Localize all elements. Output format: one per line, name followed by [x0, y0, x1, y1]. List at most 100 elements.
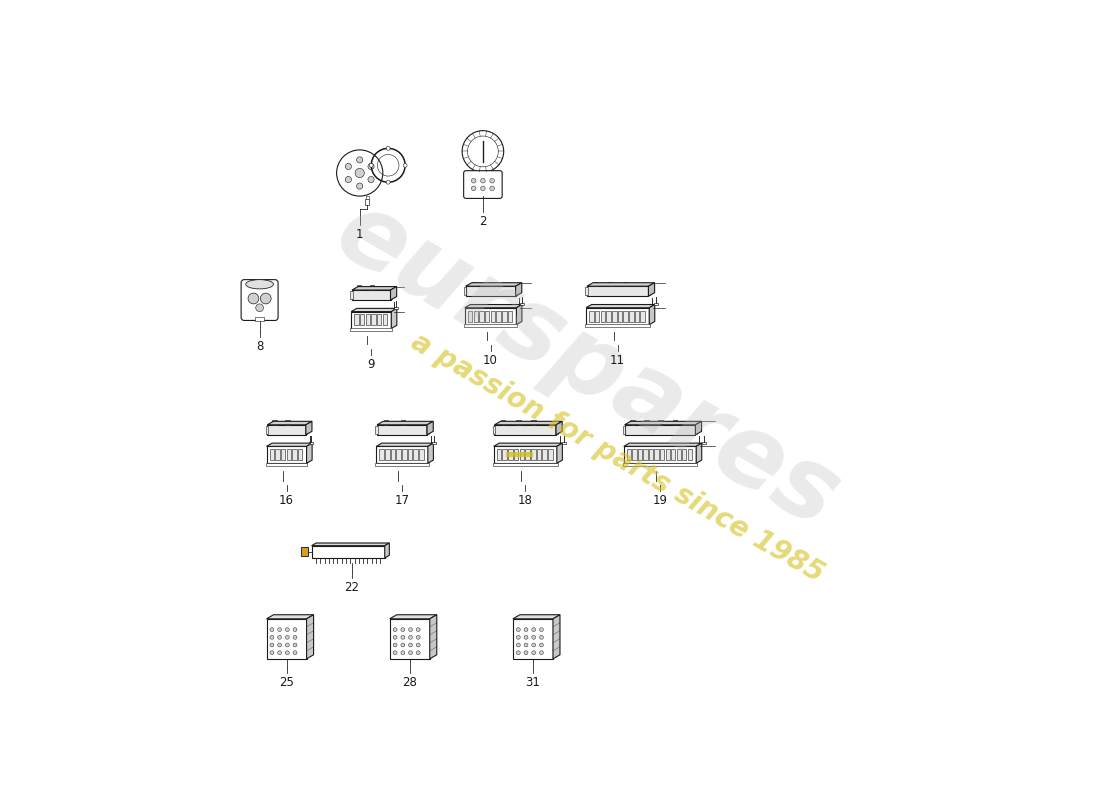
Bar [298, 449, 302, 460]
Polygon shape [516, 305, 521, 325]
Circle shape [368, 177, 374, 182]
Bar [408, 449, 412, 460]
Bar [356, 286, 362, 290]
Text: 11: 11 [610, 354, 625, 367]
Circle shape [293, 635, 297, 639]
Circle shape [249, 293, 258, 304]
Bar [354, 314, 359, 326]
Circle shape [255, 304, 264, 312]
Circle shape [531, 635, 536, 639]
Bar [490, 282, 494, 286]
Bar [311, 546, 385, 558]
Polygon shape [557, 443, 562, 463]
Bar [556, 426, 558, 434]
Circle shape [393, 643, 397, 647]
Bar [464, 287, 466, 295]
Bar [266, 619, 307, 659]
Bar [506, 452, 532, 457]
Circle shape [516, 628, 520, 631]
Bar [542, 449, 547, 460]
Circle shape [531, 643, 536, 647]
Bar [383, 314, 387, 326]
Bar [645, 420, 649, 425]
Bar [379, 449, 384, 460]
Bar [519, 449, 524, 460]
Bar [493, 426, 495, 434]
Circle shape [393, 628, 397, 631]
Bar [351, 311, 392, 329]
Circle shape [293, 643, 297, 647]
Bar [593, 282, 597, 286]
Bar [516, 420, 520, 425]
Circle shape [285, 635, 289, 639]
Bar [590, 310, 594, 322]
Bar [654, 303, 658, 305]
Circle shape [285, 650, 289, 654]
Circle shape [416, 628, 420, 631]
Circle shape [472, 186, 476, 190]
Bar [431, 442, 436, 444]
Circle shape [490, 186, 495, 190]
Circle shape [393, 635, 397, 639]
Circle shape [524, 650, 528, 654]
Bar [390, 449, 395, 460]
Bar [266, 462, 307, 466]
Circle shape [416, 650, 420, 654]
Bar [624, 310, 628, 322]
Bar [384, 420, 388, 425]
Text: 25: 25 [279, 676, 294, 689]
Circle shape [408, 628, 412, 631]
Bar [385, 449, 389, 460]
Circle shape [408, 635, 412, 639]
Bar [624, 282, 628, 286]
Circle shape [285, 643, 289, 647]
Bar [270, 449, 274, 460]
Circle shape [408, 650, 412, 654]
Bar [517, 304, 521, 306]
Bar [585, 324, 650, 327]
Bar [414, 449, 418, 460]
Circle shape [539, 628, 543, 631]
Bar [400, 420, 405, 425]
Polygon shape [377, 422, 433, 425]
Bar [515, 287, 517, 295]
Polygon shape [513, 614, 560, 619]
Circle shape [386, 180, 390, 184]
Bar [419, 449, 424, 460]
Circle shape [368, 163, 374, 170]
Polygon shape [495, 422, 562, 425]
Bar [654, 449, 659, 460]
Bar [627, 449, 631, 460]
Circle shape [356, 183, 363, 189]
Bar [403, 449, 407, 460]
Bar [648, 287, 650, 295]
Circle shape [490, 178, 495, 183]
Text: 18: 18 [518, 494, 532, 507]
Bar [272, 420, 277, 425]
Circle shape [400, 635, 405, 639]
Bar [520, 303, 524, 305]
Bar [649, 449, 653, 460]
Bar [377, 425, 427, 435]
Text: 17: 17 [395, 494, 409, 507]
Bar [305, 426, 307, 434]
Circle shape [404, 163, 407, 167]
Bar [606, 310, 610, 322]
Circle shape [293, 628, 297, 631]
Polygon shape [465, 282, 521, 286]
Bar [640, 310, 645, 322]
Bar [676, 449, 681, 460]
Circle shape [472, 178, 476, 183]
Bar [427, 426, 429, 434]
Circle shape [524, 643, 528, 647]
Bar [586, 286, 648, 296]
Bar [393, 308, 396, 310]
Bar [630, 420, 635, 425]
Bar [618, 310, 623, 322]
Bar [474, 310, 478, 322]
Bar [526, 449, 530, 460]
Bar [360, 314, 364, 326]
Circle shape [277, 635, 282, 639]
Circle shape [386, 146, 390, 150]
Bar [286, 449, 292, 460]
